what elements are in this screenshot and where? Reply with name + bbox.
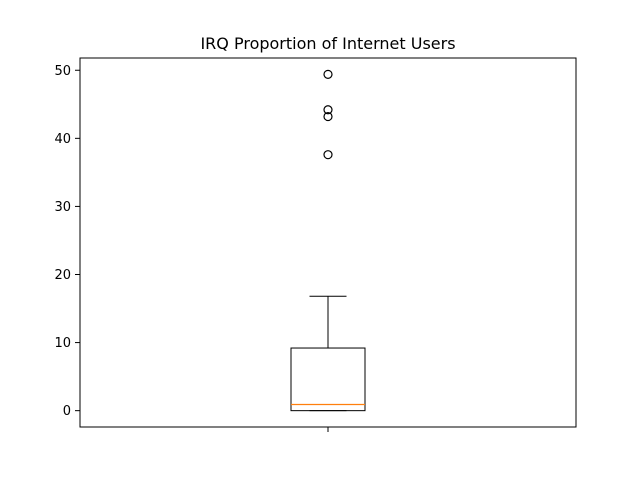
y-axis: 0 10 20 30 40 50 — [54, 64, 80, 419]
y-tick-label: 40 — [54, 132, 71, 147]
y-tick-label: 50 — [54, 64, 71, 79]
outlier-point — [323, 105, 333, 115]
box-group — [290, 69, 366, 412]
outlier-point — [323, 111, 333, 122]
chart-title: IRQ Proportion of Internet Users — [200, 34, 455, 53]
outlier-point — [323, 150, 333, 160]
iqr-box — [290, 347, 366, 412]
y-tick-label: 10 — [54, 336, 71, 351]
outlier-point — [323, 69, 333, 79]
y-tick-label: 0 — [63, 404, 71, 419]
y-tick-label: 30 — [54, 200, 71, 215]
y-tick-label: 20 — [54, 268, 71, 283]
